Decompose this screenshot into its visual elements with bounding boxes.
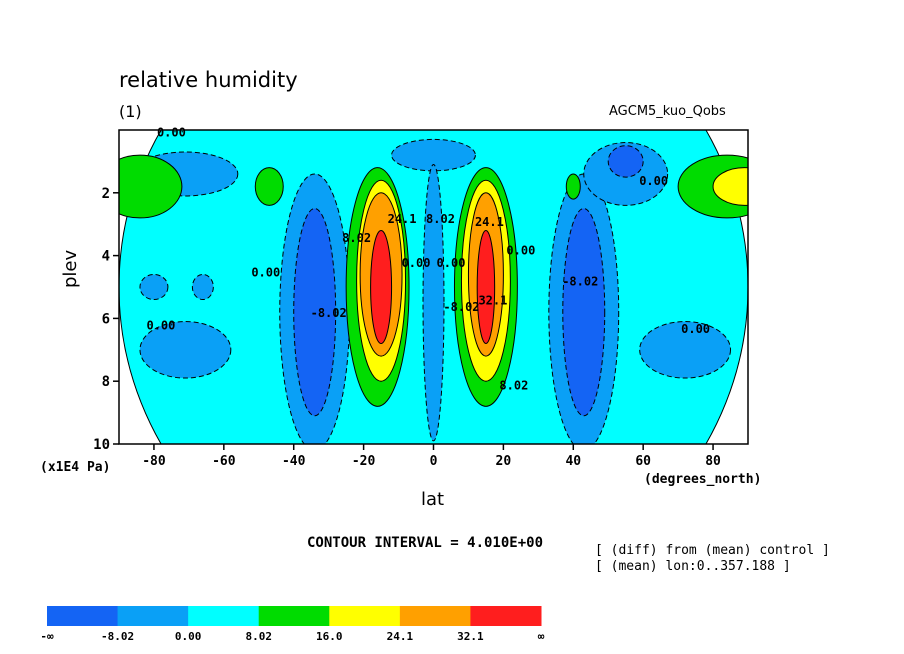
contour-region xyxy=(391,138,476,172)
y-tick-label: 4 xyxy=(102,249,110,265)
x-axis-units: (degrees_north) xyxy=(644,472,762,487)
contour-region xyxy=(639,321,732,379)
colorbar: -∞ -8.02 0.00 8.02 16.0 24.1 32.1 ∞ xyxy=(40,606,545,643)
contour-region xyxy=(139,321,232,379)
x-tick-label: -80 xyxy=(142,454,166,469)
x-tick-label: 80 xyxy=(705,454,721,469)
x-axis-label: lat xyxy=(421,489,445,510)
contour-label: -8.02 xyxy=(443,300,479,314)
colorbar-label: 32.1 xyxy=(457,630,484,643)
x-tick-label: 20 xyxy=(496,454,512,469)
contour-label: 0.00 xyxy=(506,243,535,257)
colorbar-swatch xyxy=(329,606,401,626)
x-axis: -80 -60 -40 -20 0 20 40 60 80 xyxy=(142,444,721,469)
contour-region xyxy=(139,273,169,301)
contour-region xyxy=(565,173,581,200)
colorbar-swatch xyxy=(470,606,542,626)
y-tick-label: 6 xyxy=(102,311,110,327)
contour-region xyxy=(191,273,214,301)
contour-label: 0.00 xyxy=(402,256,431,270)
y-axis-units: (x1E4 Pa) xyxy=(40,460,111,475)
colorbar-label: 0.00 xyxy=(175,630,202,643)
x-tick-label: 60 xyxy=(635,454,651,469)
contour-interval-label: CONTOUR INTERVAL = 4.010E+00 xyxy=(307,535,544,551)
y-tick-label: 2 xyxy=(102,186,110,202)
contour-region xyxy=(607,145,644,178)
contour-region xyxy=(562,208,606,417)
colorbar-label: -∞ xyxy=(40,630,54,643)
contour-labels: 0.00 0.00 0.00 -8.02 8.02 24.1 8.02 0.00 0.00 -8.… xyxy=(146,126,710,393)
contour-label: 0.00 xyxy=(639,174,668,188)
diff-note: [ (diff) from (mean) control ] xyxy=(595,543,830,558)
contour-label: 8.02 xyxy=(342,231,371,245)
colorbar-label: -8.02 xyxy=(101,630,134,643)
contour-label: 24.1 xyxy=(388,212,417,226)
chart-subtitle: (1) xyxy=(119,102,142,121)
contour-label: 0.00 xyxy=(251,265,280,279)
chart-title: relative humidity xyxy=(119,68,298,92)
contour-label: 8.02 xyxy=(426,212,455,226)
y-tick-label: 8 xyxy=(102,374,110,390)
mean-note: [ (mean) lon:0..357.188 ] xyxy=(595,559,791,574)
colorbar-label: 16.0 xyxy=(316,630,343,643)
model-label: AGCM5_kuo_Qobs xyxy=(609,104,726,119)
contour-region xyxy=(476,229,496,345)
colorbar-swatch xyxy=(117,606,189,626)
x-tick-label: -60 xyxy=(212,454,236,469)
contour-region xyxy=(293,208,337,417)
contour-region xyxy=(422,164,445,442)
contour-label: 0.00 xyxy=(437,256,466,270)
x-tick-label: -40 xyxy=(282,454,306,469)
contour-label: 32.1 xyxy=(478,294,507,308)
colorbar-swatch xyxy=(188,606,260,626)
contour-label: 8.02 xyxy=(499,378,528,392)
contour-label: 0.00 xyxy=(681,322,710,336)
contour-field xyxy=(119,130,748,444)
contour-label: 0.00 xyxy=(146,319,175,333)
contour-label: -8.02 xyxy=(562,275,598,289)
contour-region xyxy=(119,154,183,219)
colorbar-label: ∞ xyxy=(538,630,545,643)
colorbar-label: 8.02 xyxy=(245,630,272,643)
contour-region xyxy=(370,229,393,345)
colorbar-swatch xyxy=(47,606,119,626)
colorbar-swatch xyxy=(399,606,471,626)
x-tick-label: -20 xyxy=(352,454,376,469)
contour-region xyxy=(712,167,748,206)
contour-label: -8.02 xyxy=(311,306,347,320)
contour-label: 24.1 xyxy=(475,215,504,229)
y-axis: 2 4 6 8 10 xyxy=(93,186,119,453)
y-tick-label: 10 xyxy=(93,437,110,453)
x-tick-label: 0 xyxy=(430,454,438,469)
colorbar-label: 24.1 xyxy=(387,630,414,643)
colorbar-swatch xyxy=(258,606,330,626)
contour-label: 0.00 xyxy=(157,126,186,140)
x-tick-label: 40 xyxy=(565,454,581,469)
contour-region xyxy=(254,167,284,206)
